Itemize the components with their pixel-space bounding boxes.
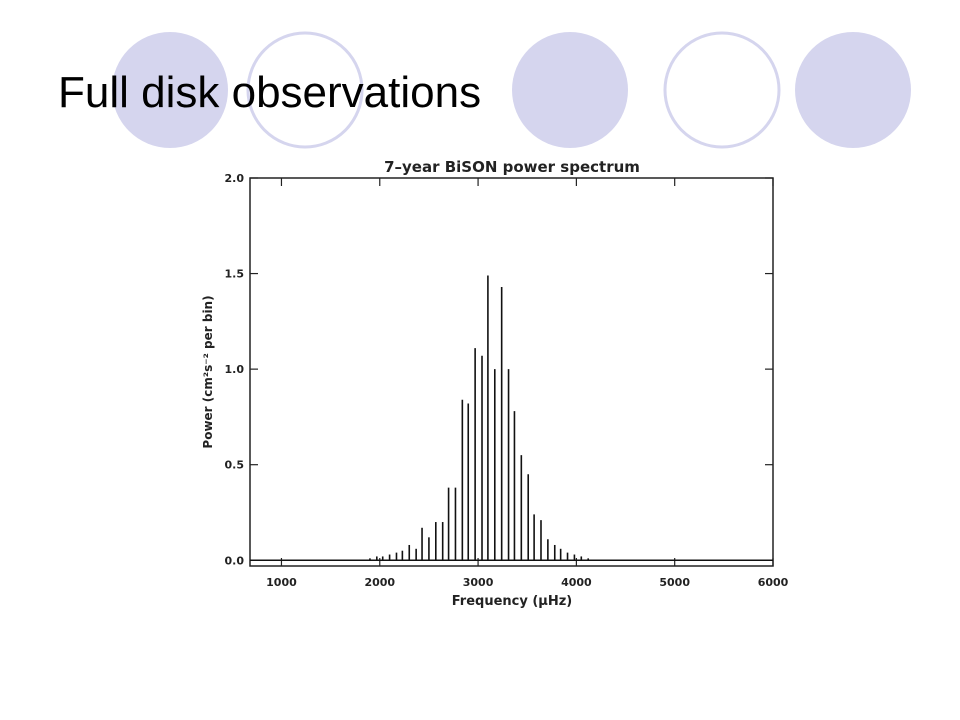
x-tick-label: 1000 [266, 576, 297, 589]
x-tick-label: 4000 [561, 576, 592, 589]
x-tick-label: 6000 [758, 576, 789, 589]
decor-circle [512, 32, 628, 148]
x-axis-label: Frequency (μHz) [452, 594, 573, 609]
y-tick-label: 0.5 [225, 459, 245, 472]
y-tick-label: 1.0 [225, 363, 245, 376]
x-tick-label: 5000 [659, 576, 690, 589]
y-tick-label: 2.0 [225, 172, 245, 185]
y-tick-label: 0.0 [225, 554, 245, 567]
x-tick-label: 2000 [364, 576, 395, 589]
decor-circle [246, 31, 364, 149]
decor-circle [795, 32, 911, 148]
plot-frame [249, 177, 774, 567]
y-axis-label: Power (cm²s⁻² per bin) [201, 295, 215, 448]
y-tick-label: 1.5 [225, 268, 245, 281]
slide-title: Full disk observations [58, 68, 481, 117]
chart-title: 7–year BiSON power spectrum [384, 158, 640, 176]
decor-circle [112, 32, 228, 148]
decor-circle [663, 31, 781, 149]
x-tick-label: 3000 [463, 576, 494, 589]
